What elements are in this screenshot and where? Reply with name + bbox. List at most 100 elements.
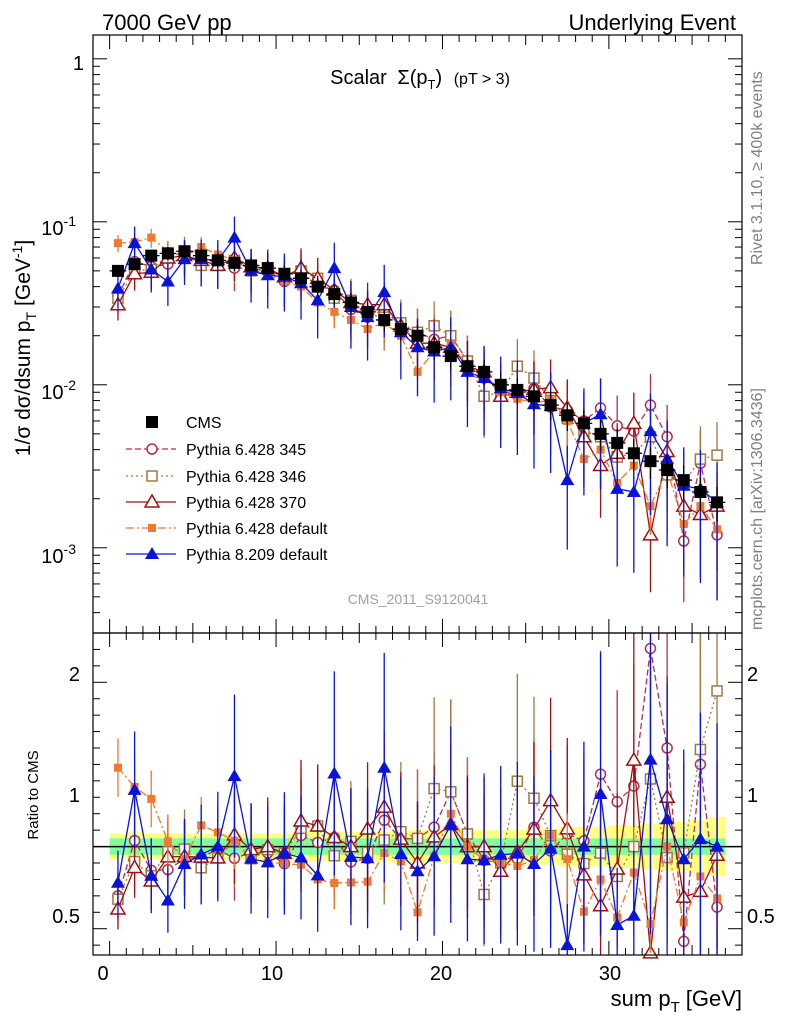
data-marker (111, 264, 124, 277)
data-marker (361, 305, 374, 318)
ratio-marker (510, 846, 525, 859)
ratio-marker (113, 763, 122, 772)
ratio-series-5 (110, 633, 725, 955)
xtick-label-30: 30 (599, 963, 621, 985)
ratio-y-tick-labels-left: 0.5 1 2 (52, 664, 80, 928)
data-marker (261, 262, 274, 275)
x-axis-label: sum pT [GeV] (611, 986, 742, 1016)
ytick-label-1: 1 (73, 53, 84, 75)
data-marker (211, 254, 224, 267)
ratio-marker (110, 875, 125, 888)
upper-y-tick-labels: 1 10-1 10-2 10-3 (41, 53, 84, 568)
title-cut: (pT > 3) (454, 71, 510, 88)
data-marker (428, 341, 441, 354)
ratio-y-axis-label: Ratio to CMS (25, 750, 42, 839)
data-marker (195, 249, 208, 262)
data-marker (711, 496, 724, 509)
data-marker (544, 399, 557, 412)
ratio-marker (277, 846, 292, 859)
data-marker (594, 427, 607, 440)
xtick-label-0: 0 (97, 963, 108, 985)
data-marker (178, 245, 191, 258)
ratio-marker (443, 817, 458, 830)
data-marker (677, 474, 690, 487)
ratio-marker (625, 751, 643, 766)
analysis-id: CMS_2011_S9120041 (348, 591, 489, 607)
data-marker (611, 436, 624, 449)
mcplots-info: mcplots.cern.ch [arXiv:1306.3436] (749, 388, 766, 630)
data-marker (644, 455, 657, 468)
ratio-marker (626, 908, 641, 921)
ratio-marker (310, 868, 325, 881)
ratio-marker (710, 839, 725, 852)
ylabel-sub: T (23, 312, 39, 321)
ratio-marker (343, 849, 358, 862)
collision-label: 7000 GeV pp (102, 10, 232, 35)
data-marker (494, 378, 507, 391)
xlabel-sub: T (671, 999, 680, 1016)
data-marker (161, 247, 174, 260)
legend-label-p345: Pythia 6.428 345 (186, 442, 306, 459)
ratio-marker (427, 849, 442, 862)
data-marker (278, 267, 291, 280)
svg-text:sum pT[GeV]: sum pT [GeV] (611, 986, 742, 1016)
legend-label-p6def: Pythia 6.428 default (186, 521, 328, 538)
data-marker (394, 322, 407, 335)
data-marker (144, 262, 159, 275)
ratio-marker (330, 879, 339, 888)
legend-marker-1 (126, 443, 176, 455)
data-marker (160, 274, 175, 287)
legend-label-p346: Pythia 6.428 346 (186, 469, 306, 486)
data-marker (661, 464, 674, 477)
data-marker (228, 256, 241, 269)
legend-symbol (146, 470, 158, 482)
data-marker (147, 233, 156, 242)
ratio-marker (160, 893, 175, 906)
ylabel-sup: -1 (9, 245, 25, 258)
ratio-marker (227, 769, 242, 782)
ratio-ytick-label-0p5: 0.5 (52, 906, 80, 928)
data-marker (328, 288, 341, 301)
ratio-ytick-label-2-right: 2 (747, 664, 758, 686)
legend-symbol (146, 416, 158, 428)
ratio-marker (127, 782, 142, 795)
title-sigma: Σ(p (397, 67, 427, 89)
xtick-label-20: 20 (430, 963, 452, 985)
data-marker (377, 285, 392, 298)
ratio-marker (163, 837, 172, 846)
ratio-marker (144, 868, 159, 881)
ratio-marker (676, 852, 691, 865)
ratio-marker (693, 832, 708, 845)
xtick-label-10: 10 (261, 963, 283, 985)
data-marker (311, 280, 324, 293)
ratio-marker (593, 787, 608, 799)
data-marker (378, 313, 391, 326)
ratio-marker (576, 839, 591, 852)
data-marker (478, 365, 491, 378)
data-marker (126, 265, 143, 280)
ratio-marker (477, 853, 492, 866)
ylabel-close: ] (12, 240, 35, 246)
legend-entry-p345: Pythia 6.428 345 (186, 442, 306, 459)
data-marker (411, 329, 424, 342)
ratio-marker (244, 851, 259, 864)
legend-symbol (143, 493, 161, 508)
title-sub: T (428, 77, 436, 92)
ytick-label-0p01: 10-2 (41, 377, 76, 404)
legend-label-cms: CMS (186, 415, 222, 432)
data-marker (310, 293, 325, 306)
svg-text:Scalar Σ(pT) (: Scalar Σ(pT) (pT > 3) (330, 67, 510, 92)
ratio-ytick-label-1: 1 (69, 785, 80, 807)
data-marker (110, 281, 125, 294)
legend: CMS Pythia 6.428 345 Pythia 6.428 346 Py… (186, 415, 328, 564)
upper-y-ticks (93, 58, 742, 634)
title-main: Scalar (330, 67, 387, 89)
ratio-marker (377, 760, 392, 773)
legend-symbol (145, 547, 159, 559)
legend-marker-2 (126, 470, 176, 482)
legend-symbol (146, 443, 158, 455)
ratio-ytick-label-1-right: 1 (747, 785, 758, 807)
y-axis-label: 1/σ dσ/dsum pT [GeV-1] (9, 240, 39, 456)
data-marker (593, 407, 608, 420)
legend-entry-p346: Pythia 6.428 346 (186, 469, 306, 486)
